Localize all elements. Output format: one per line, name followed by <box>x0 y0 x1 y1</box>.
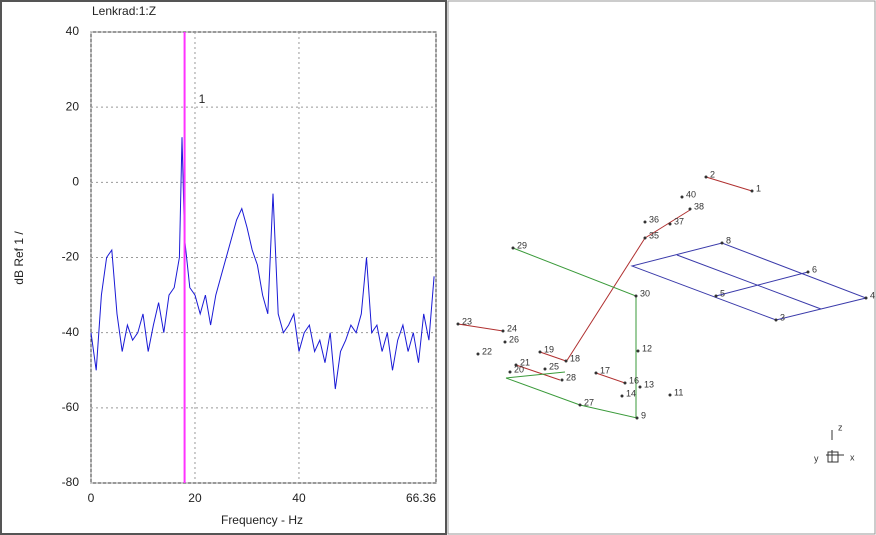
node <box>636 349 640 353</box>
node <box>688 207 692 211</box>
node <box>543 367 547 371</box>
node-label: 28 <box>566 372 576 382</box>
node-label: 4 <box>870 290 875 300</box>
spectrum-line <box>90 137 435 390</box>
y-tick-label: 0 <box>72 175 79 189</box>
node <box>864 296 868 300</box>
node <box>668 222 672 226</box>
node <box>514 363 518 367</box>
x-axis-label: Frequency - Hz <box>221 513 303 527</box>
node-label: 21 <box>520 357 530 367</box>
node-label: 22 <box>482 346 492 356</box>
node-label: 19 <box>544 344 554 354</box>
y-tick-label: -80 <box>62 475 80 489</box>
y-tick-label: -40 <box>62 325 80 339</box>
node <box>620 394 624 398</box>
wireframe-panel <box>447 0 876 535</box>
node-label: 17 <box>600 365 610 375</box>
x-tick-label: 40 <box>292 491 306 505</box>
y-tick-label: 40 <box>66 24 80 38</box>
y-tick-label: -60 <box>62 400 80 414</box>
node <box>806 270 810 274</box>
node <box>750 189 754 193</box>
node <box>578 403 582 407</box>
node <box>720 241 724 245</box>
node-label: 1 <box>756 183 761 193</box>
chart-title: Lenkrad:1:Z <box>92 4 156 18</box>
node <box>501 329 505 333</box>
x-tick-label: 20 <box>188 491 202 505</box>
node-label: 37 <box>674 216 684 226</box>
node-label: 13 <box>644 379 654 389</box>
axis-triad <box>827 451 839 463</box>
node <box>511 246 515 250</box>
y-axis-label: dB Ref 1 / <box>12 231 26 285</box>
node <box>594 371 598 375</box>
axis-label: x <box>850 452 855 462</box>
node <box>638 385 642 389</box>
node-label: 8 <box>726 235 731 245</box>
node <box>456 322 460 326</box>
node-label: 35 <box>649 230 659 240</box>
node <box>508 370 512 374</box>
node <box>714 294 718 298</box>
node-label: 27 <box>584 397 594 407</box>
node-label: 18 <box>570 353 580 363</box>
node-label: 3 <box>780 312 785 322</box>
node-label: 5 <box>720 288 725 298</box>
node <box>643 236 647 240</box>
node <box>538 350 542 354</box>
node <box>643 220 647 224</box>
node-label: 23 <box>462 316 472 326</box>
x-tick-label: 0 <box>88 491 95 505</box>
node-label: 29 <box>517 240 527 250</box>
x-tick-label: 66.36 <box>406 491 436 505</box>
node <box>623 381 627 385</box>
node-label: 16 <box>629 375 639 385</box>
node <box>680 195 684 199</box>
axis-label: z <box>838 422 843 432</box>
node <box>668 393 672 397</box>
node-label: 14 <box>626 388 636 398</box>
node <box>503 340 507 344</box>
wireframe: 1234568911121314161718192021222324252627… <box>456 169 875 463</box>
node-label: 38 <box>694 201 704 211</box>
node-label: 12 <box>642 343 652 353</box>
node-label: 6 <box>812 264 817 274</box>
axis-label: y <box>814 453 819 463</box>
y-tick-label: -20 <box>62 250 80 264</box>
node-label: 11 <box>674 387 683 397</box>
node-label: 40 <box>686 189 696 199</box>
cursor-label: 1 <box>199 92 206 106</box>
node-label: 20 <box>514 364 524 374</box>
node <box>560 378 564 382</box>
node <box>774 318 778 322</box>
node-label: 25 <box>549 361 559 371</box>
node-label: 26 <box>509 334 519 344</box>
node <box>634 294 638 298</box>
node-label: 2 <box>710 169 715 179</box>
node-label: 24 <box>507 323 517 333</box>
node-label: 9 <box>641 410 646 420</box>
node <box>704 175 708 179</box>
node-label: 30 <box>640 288 650 298</box>
node <box>564 359 568 363</box>
node <box>635 416 639 420</box>
node-label: 36 <box>649 214 659 224</box>
y-tick-label: 20 <box>66 99 80 113</box>
node <box>476 352 480 356</box>
